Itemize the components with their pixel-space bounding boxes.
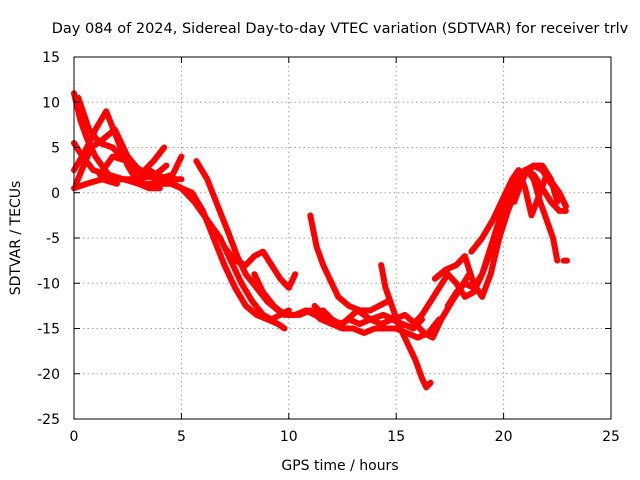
axis-ticks <box>73 56 612 420</box>
y-tick-label: 5 <box>51 141 60 157</box>
y-tick-label: -20 <box>37 367 60 383</box>
grid-lines <box>74 57 611 419</box>
y-axis-label: SDTVAR / TECUs <box>8 181 24 296</box>
series-arc-20 <box>511 167 561 264</box>
series-arc-8 <box>146 167 292 323</box>
series-arc-19 <box>468 167 569 255</box>
x-tick-label: 25 <box>602 429 620 445</box>
y-tick-label: -5 <box>46 231 60 247</box>
series-arc-1 <box>71 90 288 332</box>
y-tick-label: 0 <box>51 186 60 202</box>
series-arc-10 <box>221 244 299 291</box>
y-tick-label: -15 <box>37 322 60 338</box>
series-arc-15 <box>378 262 434 391</box>
series-arc-12 <box>285 307 443 341</box>
y-tick-label: -10 <box>37 276 60 292</box>
x-tick-label: 5 <box>177 429 186 445</box>
series-arc-18 <box>444 167 569 309</box>
series-arc-17 <box>431 162 561 300</box>
x-tick-label: 10 <box>280 429 298 445</box>
series-layer <box>71 90 570 391</box>
series-arc-4 <box>71 176 120 192</box>
chart-title: Day 084 of 2024, Sidereal Day-to-day VTE… <box>52 21 629 37</box>
y-tick-labels: 15 10 5 0 -5 -10 -15 -20 -25 <box>37 50 60 428</box>
x-tick-label: 20 <box>495 429 513 445</box>
y-tick-label: -25 <box>37 412 60 428</box>
x-tick-labels: 0 5 10 15 20 25 <box>70 429 620 445</box>
y-tick-label: 10 <box>42 95 60 111</box>
y-tick-label: 15 <box>42 50 60 66</box>
x-tick-label: 0 <box>70 429 79 445</box>
plot-frame <box>73 56 612 420</box>
series-arc-13 <box>307 212 391 314</box>
series-arc-7 <box>96 144 168 178</box>
x-axis-label: GPS time / hours <box>281 458 398 474</box>
x-tick-label: 15 <box>387 429 405 445</box>
